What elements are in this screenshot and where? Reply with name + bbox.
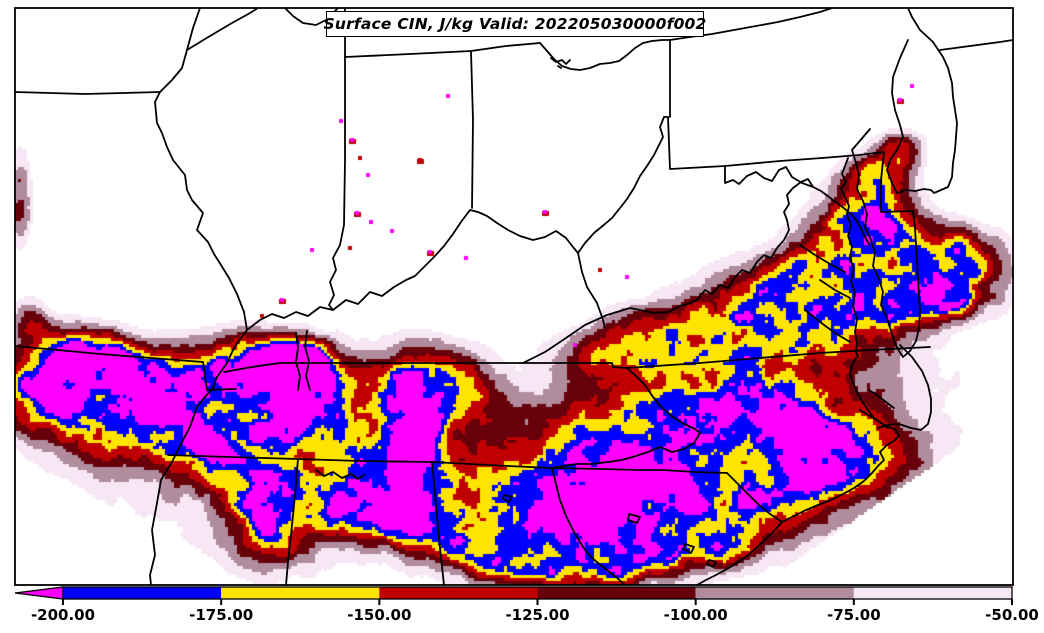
boundary-path [626,346,931,369]
boundary-path [167,454,728,474]
boundary-path [502,494,717,568]
boundary-path [799,244,851,343]
colorbar-tick-label: -175.00 [189,606,253,624]
boundary-path [667,39,885,170]
boundary-path [551,467,626,585]
colorbar-tick-label: -125.00 [505,606,569,624]
boundary-path [726,472,783,523]
boundary-path [246,116,669,331]
boundary-path [886,39,958,194]
boundary-path [781,357,900,523]
map-title-box: Surface CIN, J/kg Valid: 202205030000f00… [323,11,707,37]
boundary-path [880,151,921,358]
boundary-path [15,345,237,391]
colorbar-segment [695,587,854,599]
boundary-path [877,344,932,431]
boundary-path [551,367,701,469]
boundary-path [539,8,833,71]
boundary-path [328,8,346,311]
colorbar-tick-label: -75.00 [827,606,881,624]
boundary-path [149,8,248,585]
boundary-path [431,461,445,585]
boundary-path [344,42,541,209]
boundary-path [851,128,871,151]
colorbar-tick-label: -150.00 [347,606,411,624]
state-boundaries [15,8,1013,585]
colorbar-tick-label: -50.00 [985,606,1039,624]
boundary-path [522,178,814,364]
boundary-path [15,91,161,95]
boundary-path [577,252,606,328]
colorbar-segment [379,587,538,599]
boundary-path [840,157,859,358]
boundary-path [696,521,783,585]
boundary-path [724,165,814,188]
colorbar-left-arrow [14,586,64,600]
colorbar-segment [221,587,380,599]
boundary-path [550,57,571,69]
boundary-path [859,389,895,429]
colorbar-segment [853,587,1012,599]
colorbar-segment [63,587,222,599]
boundary-path [186,8,259,51]
colorbar: -200.00 -175.00 -150.00 -125.00 -100.00 -75.0… [14,586,1039,624]
colorbar-tick-label: -100.00 [664,606,728,624]
boundary-path [284,8,339,26]
colorbar-segment [537,587,696,599]
colorbar-tick-label: -200.00 [31,606,95,624]
boundary-path [315,469,365,480]
boundary-path [223,362,628,373]
boundary-path [851,149,904,358]
boundary-path [285,458,299,585]
boundary-path [295,330,311,391]
map-frame [14,7,1014,586]
map-title: Surface CIN, J/kg Valid: 202205030000f00… [323,15,707,33]
boundary-path [907,8,1013,51]
